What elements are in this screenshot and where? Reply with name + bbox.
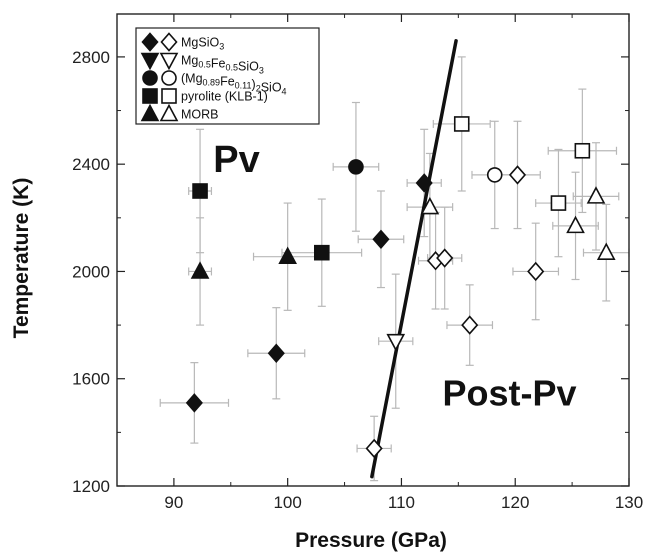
data-point-mgfe2sio4-open bbox=[486, 167, 503, 183]
legend: MgSiO3Mg0.5Fe0.5SiO3(Mg0.89Fe0.11)2SiO4p… bbox=[135, 27, 320, 125]
region-label: Post-Pv bbox=[443, 373, 577, 414]
data-point-pyrolite-filled bbox=[192, 183, 208, 199]
x-tick-label: 90 bbox=[164, 493, 183, 512]
legend-label-part: 2 bbox=[256, 84, 261, 94]
data-point-morb-open bbox=[596, 242, 616, 260]
x-tick-label: 100 bbox=[273, 493, 301, 512]
legend-label-part: Mg bbox=[181, 54, 198, 68]
y-tick-label: 2800 bbox=[72, 48, 110, 67]
data-markers bbox=[185, 116, 616, 459]
data-point-mgsio3-filled bbox=[372, 229, 390, 249]
data-point-pyrolite-open bbox=[550, 195, 567, 211]
legend-label-part: (Mg bbox=[181, 72, 203, 86]
legend-label-part: MORB bbox=[181, 108, 219, 122]
legend-label-part: 0.5 bbox=[198, 60, 211, 70]
legend-label-mgfesio3: Mg0.5Fe0.5SiO3 bbox=[181, 54, 264, 76]
data-point-mgsio3-open bbox=[365, 438, 383, 459]
x-tick-label: 130 bbox=[615, 493, 643, 512]
data-point-pyrolite-open bbox=[574, 142, 591, 159]
data-point-mgsio3-open bbox=[527, 261, 545, 282]
data-point-pyrolite-open bbox=[453, 116, 470, 132]
legend-marker-mgfesio3-open bbox=[159, 52, 179, 71]
data-point-mgsio3-filled bbox=[415, 173, 433, 193]
legend-label-pyrolite: pyrolite (KLB-1) bbox=[181, 90, 268, 104]
y-tick-label: 1200 bbox=[72, 477, 110, 496]
legend-label-part: Fe bbox=[220, 75, 235, 89]
data-point-morb-open bbox=[566, 215, 585, 234]
data-point-mgsio3-filled bbox=[185, 393, 203, 413]
axes: 90 100 110 120 130 1200 1600 2000 2400 2800 Pressu… bbox=[10, 13, 643, 552]
phase-boundary bbox=[370, 39, 458, 479]
region-label: Pv bbox=[213, 139, 259, 181]
legend-label-part: SiO bbox=[238, 60, 259, 74]
data-point-morb-open bbox=[420, 196, 440, 215]
legend-label-morb: MORB bbox=[181, 108, 219, 122]
legend-label-part: Fe bbox=[211, 57, 226, 71]
legend-marker-mgfesio3-filled bbox=[140, 52, 160, 71]
legend-label-part: pyrolite (KLB-1) bbox=[181, 90, 268, 104]
data-point-mgsio3-open bbox=[508, 165, 527, 185]
region-labels: Pv Post-Pv bbox=[213, 139, 576, 413]
legend-label-part: ) bbox=[252, 78, 256, 92]
x-tick-label: 120 bbox=[501, 493, 529, 512]
x-tick-label: 110 bbox=[388, 493, 415, 512]
legend-label-mgsio3: MgSiO3 bbox=[181, 36, 224, 52]
legend-label-part: SiO bbox=[261, 81, 282, 95]
data-point-mgsio3-filled bbox=[267, 343, 285, 363]
x-axis-title: Pressure (GPa) bbox=[295, 529, 447, 552]
legend-label-part: 0.5 bbox=[225, 63, 238, 73]
plot-frame bbox=[116, 13, 630, 487]
legend-label-part: 3 bbox=[219, 42, 224, 52]
legend-label-part: MgSiO bbox=[181, 36, 219, 50]
legend-marker-morb-open bbox=[159, 103, 179, 122]
legend-marker-pyrolite-open bbox=[161, 88, 177, 104]
legend-marker-mgfe2sio4-open bbox=[161, 70, 177, 86]
phase-boundary-line bbox=[370, 39, 458, 479]
data-point-mgfe2sio4-filled bbox=[348, 159, 364, 175]
legend-label-part: 3 bbox=[259, 66, 264, 76]
y-tick-label: 2400 bbox=[72, 155, 110, 174]
data-point-morb-filled bbox=[190, 261, 210, 279]
data-point-pyrolite-filled bbox=[313, 244, 330, 261]
data-point-morb-open bbox=[586, 186, 606, 204]
legend-label-part: 4 bbox=[282, 87, 287, 97]
data-point-morb-filled bbox=[278, 246, 297, 265]
legend-marker-morb-filled bbox=[140, 103, 160, 122]
legend-label-mgfe2sio4: (Mg0.89Fe0.11)2SiO4 bbox=[181, 72, 287, 97]
legend-marker-mgfe2sio4-filled bbox=[142, 70, 158, 86]
legend-marker-pyrolite-filled bbox=[142, 88, 158, 104]
data-point-mgsio3-open bbox=[461, 315, 479, 335]
y-tick-label: 2000 bbox=[72, 262, 110, 281]
y-axis-title: Temperature (K) bbox=[10, 178, 33, 339]
y-tick-label: 1600 bbox=[72, 370, 110, 389]
legend-marker-mgsio3-filled bbox=[141, 32, 159, 52]
legend-label-part: 0.89 bbox=[203, 78, 221, 88]
legend-marker-mgsio3-open bbox=[160, 32, 178, 52]
legend-label-part: 0.11 bbox=[235, 81, 252, 91]
data-point-mgsio3-open bbox=[436, 248, 454, 268]
data-point-mgfesio3-open bbox=[386, 333, 406, 352]
